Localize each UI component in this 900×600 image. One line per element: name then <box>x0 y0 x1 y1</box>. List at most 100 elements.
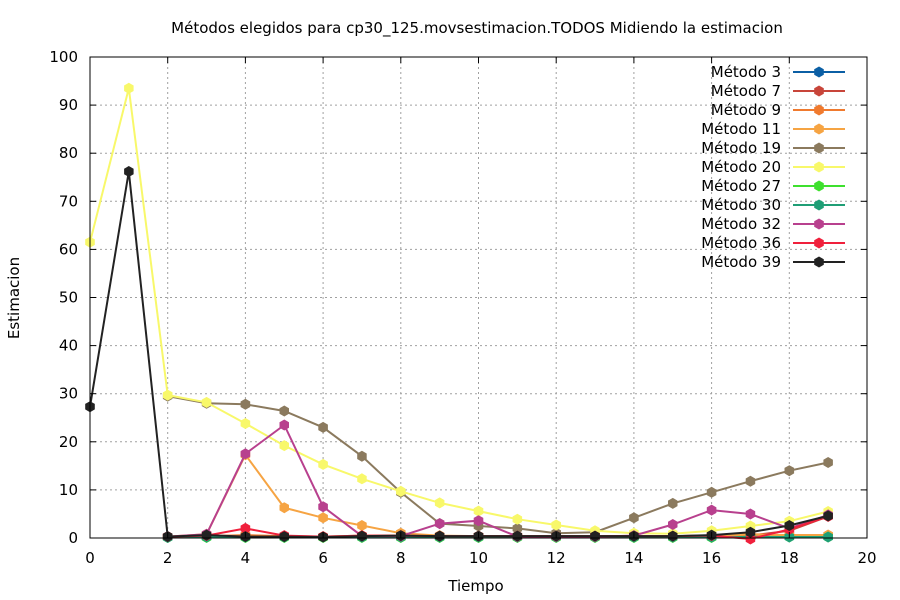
x-tick-label: 6 <box>318 549 328 567</box>
data-point <box>240 522 251 534</box>
data-point <box>240 448 251 460</box>
series-line <box>89 88 829 535</box>
y-tick-label: 100 <box>49 48 78 66</box>
data-point <box>124 82 134 94</box>
data-point <box>357 530 367 542</box>
legend-marker <box>814 161 824 173</box>
data-point <box>434 530 445 542</box>
legend-marker <box>814 123 824 135</box>
data-point <box>201 396 212 408</box>
y-tick-label: 30 <box>59 385 78 403</box>
legend-item: Método 19 <box>701 139 845 157</box>
data-point <box>745 508 756 520</box>
data-point <box>318 501 328 513</box>
data-point <box>434 518 445 530</box>
data-point <box>745 475 756 487</box>
data-point <box>706 504 717 516</box>
legend-label: Método 20 <box>701 158 781 176</box>
legend-marker <box>814 237 824 249</box>
legend-marker <box>814 256 824 268</box>
x-tick-label: 2 <box>163 549 173 567</box>
data-point <box>784 520 795 531</box>
data-point <box>823 531 833 543</box>
y-tick-label: 90 <box>59 96 78 114</box>
legend-label: Método 9 <box>711 101 781 119</box>
data-point <box>823 457 833 468</box>
data-point <box>434 497 445 509</box>
data-point <box>357 473 367 485</box>
series-line <box>89 171 829 539</box>
legend-item: Método 3 <box>711 63 845 81</box>
legend-item: Método 27 <box>701 177 845 195</box>
legend-item: Método 11 <box>701 120 845 138</box>
data-point <box>279 440 289 452</box>
y-axis-label: Estimacion <box>5 257 23 339</box>
legend-item: Método 32 <box>701 215 845 233</box>
data-point <box>318 458 328 470</box>
y-tick-label: 80 <box>59 144 78 162</box>
legend-item: Método 9 <box>711 101 845 119</box>
series-line <box>167 423 829 538</box>
x-axis-label: Tiempo <box>447 577 503 595</box>
x-tick-label: 10 <box>469 549 488 567</box>
data-point <box>240 398 251 410</box>
x-tick-label: 14 <box>624 549 643 567</box>
legend-label: Método 19 <box>701 139 781 157</box>
data-point <box>473 505 484 517</box>
x-tick-label: 0 <box>85 549 95 567</box>
legend-marker <box>814 199 824 211</box>
legend-label: Método 3 <box>711 63 781 81</box>
grid-lines <box>90 57 867 538</box>
series-layer <box>85 82 833 545</box>
data-point <box>629 512 639 524</box>
legend-label: Método 30 <box>701 196 781 214</box>
series-line <box>167 395 829 535</box>
y-tick-label: 10 <box>59 481 78 499</box>
legend-item: Método 36 <box>701 234 845 252</box>
data-point <box>279 419 289 431</box>
data-point <box>512 530 523 542</box>
legend-item: Método 20 <box>701 158 845 176</box>
axis-ticks: 0 2 4 6 8 10 12 14 16 18 20 0 10 20 30 40 50 60 70 80 90 100 <box>49 48 876 567</box>
data-point <box>745 526 756 538</box>
data-point <box>823 510 833 522</box>
legend-label: Método 11 <box>701 120 781 138</box>
data-point <box>590 530 600 542</box>
data-point <box>162 389 173 401</box>
data-point <box>318 512 328 524</box>
x-tick-label: 16 <box>702 549 721 567</box>
data-point <box>357 450 367 462</box>
data-point <box>668 497 678 509</box>
y-tick-label: 40 <box>59 337 78 355</box>
legend-label: Método 7 <box>711 82 781 100</box>
legend-label: Método 36 <box>701 234 781 252</box>
data-point <box>357 520 367 531</box>
data-point <box>668 519 678 530</box>
data-point <box>396 485 406 497</box>
legend-item: Método 30 <box>701 196 845 214</box>
legend-marker <box>814 104 824 116</box>
legend-marker <box>814 66 824 78</box>
legend-item: Método 7 <box>711 82 845 100</box>
legend-label: Método 27 <box>701 177 781 195</box>
legend-item: Método 39 <box>701 253 845 271</box>
chart-title: Métodos elegidos para cp30_125.movsestim… <box>171 19 783 38</box>
y-tick-label: 0 <box>68 529 78 547</box>
legend-marker <box>814 218 824 230</box>
x-tick-label: 18 <box>780 549 799 567</box>
legend-label: Método 39 <box>701 253 781 271</box>
x-tick-label: 8 <box>396 549 406 567</box>
data-point <box>318 421 328 433</box>
data-point <box>279 531 289 543</box>
legend-marker <box>814 85 824 97</box>
data-point <box>551 519 561 531</box>
x-tick-label: 12 <box>547 549 566 567</box>
legend-marker <box>814 180 824 192</box>
x-tick-label: 20 <box>857 549 876 567</box>
y-tick-label: 70 <box>59 192 78 210</box>
data-point <box>473 515 484 527</box>
data-point <box>512 513 523 525</box>
y-tick-label: 50 <box>59 289 78 307</box>
y-tick-label: 60 <box>59 240 78 258</box>
